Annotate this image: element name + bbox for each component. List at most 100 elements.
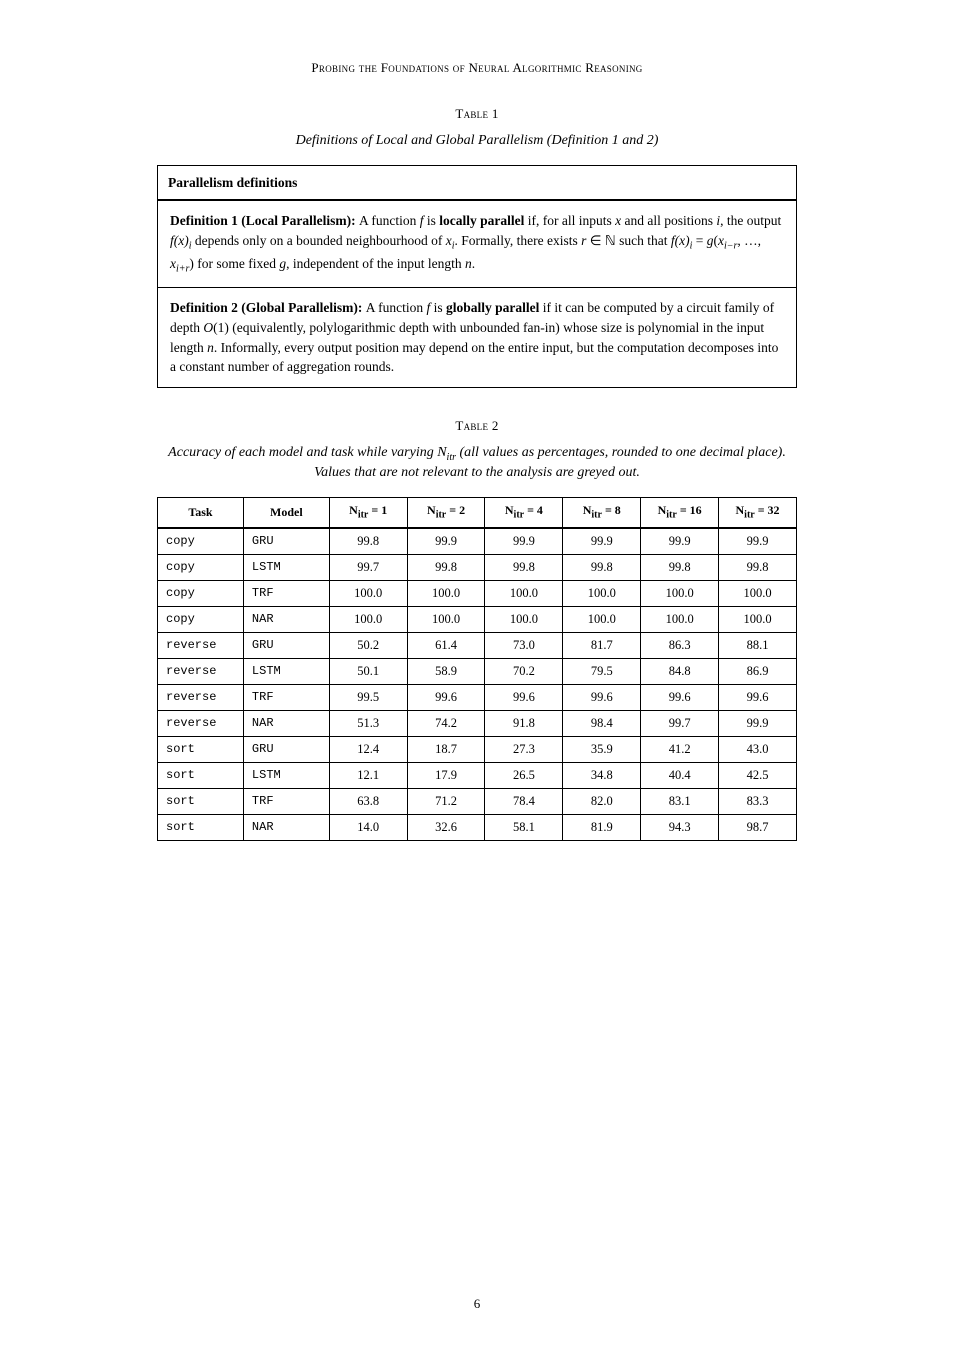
value-cell: 86.9 (719, 658, 797, 684)
value-cell: 58.9 (407, 658, 485, 684)
table-header-row: TaskModelNitr = 1Nitr = 2Nitr = 4Nitr = … (158, 497, 797, 527)
value-cell: 99.8 (719, 554, 797, 580)
model-cell: TRF (243, 580, 329, 606)
value-cell: 99.8 (563, 554, 641, 580)
value-cell: 98.7 (719, 814, 797, 840)
value-cell: 99.9 (719, 710, 797, 736)
table-row: copyTRF100.0100.0100.0100.0100.0100.0 (158, 580, 797, 606)
value-cell: 100.0 (407, 580, 485, 606)
value-cell: 32.6 (407, 814, 485, 840)
table-column-header: Nitr = 4 (485, 497, 563, 527)
table1-heading: Table 1 (80, 106, 874, 122)
value-cell: 40.4 (641, 762, 719, 788)
model-cell: GRU (243, 528, 329, 555)
value-cell: 100.0 (719, 606, 797, 632)
page: Probing the Foundations of Neural Algori… (0, 0, 954, 1348)
value-cell: 88.1 (719, 632, 797, 658)
value-cell: 98.4 (563, 710, 641, 736)
table-column-header: Nitr = 8 (563, 497, 641, 527)
task-cell: copy (158, 554, 244, 580)
value-cell: 99.8 (407, 554, 485, 580)
table2-caption: Accuracy of each model and task while va… (157, 444, 797, 483)
value-cell: 100.0 (563, 580, 641, 606)
value-cell: 81.7 (563, 632, 641, 658)
value-cell: 99.6 (719, 684, 797, 710)
table-row: copyLSTM99.799.899.899.899.899.8 (158, 554, 797, 580)
model-cell: LSTM (243, 554, 329, 580)
value-cell: 17.9 (407, 762, 485, 788)
definition-section: Definition 2 (Global Parallelism): A fun… (158, 287, 796, 386)
value-cell: 61.4 (407, 632, 485, 658)
model-cell: GRU (243, 736, 329, 762)
value-cell: 100.0 (407, 606, 485, 632)
task-cell: sort (158, 762, 244, 788)
value-cell: 74.2 (407, 710, 485, 736)
table-row: reverseGRU50.261.473.081.786.388.1 (158, 632, 797, 658)
table-column-header: Nitr = 1 (329, 497, 407, 527)
value-cell: 99.9 (407, 528, 485, 555)
table-column-header: Task (158, 497, 244, 527)
value-cell: 99.5 (329, 684, 407, 710)
value-cell: 12.4 (329, 736, 407, 762)
value-cell: 100.0 (641, 580, 719, 606)
value-cell: 91.8 (485, 710, 563, 736)
value-cell: 100.0 (329, 580, 407, 606)
task-cell: reverse (158, 710, 244, 736)
value-cell: 100.0 (485, 580, 563, 606)
model-cell: LSTM (243, 762, 329, 788)
table-column-header: Nitr = 32 (719, 497, 797, 527)
value-cell: 99.7 (641, 710, 719, 736)
value-cell: 50.1 (329, 658, 407, 684)
value-cell: 99.9 (485, 528, 563, 555)
value-cell: 84.8 (641, 658, 719, 684)
table-row: reverseTRF99.599.699.699.699.699.6 (158, 684, 797, 710)
running-header: Probing the Foundations of Neural Algori… (80, 60, 874, 76)
value-cell: 14.0 (329, 814, 407, 840)
value-cell: 100.0 (563, 606, 641, 632)
value-cell: 100.0 (485, 606, 563, 632)
value-cell: 99.8 (485, 554, 563, 580)
table-row: copyGRU99.899.999.999.999.999.9 (158, 528, 797, 555)
value-cell: 99.6 (563, 684, 641, 710)
value-cell: 41.2 (641, 736, 719, 762)
value-cell: 99.9 (563, 528, 641, 555)
value-cell: 94.3 (641, 814, 719, 840)
value-cell: 99.8 (329, 528, 407, 555)
table-row: sortGRU12.418.727.335.941.243.0 (158, 736, 797, 762)
model-cell: LSTM (243, 658, 329, 684)
accuracy-table: TaskModelNitr = 1Nitr = 2Nitr = 4Nitr = … (157, 497, 797, 841)
value-cell: 100.0 (329, 606, 407, 632)
value-cell: 99.8 (641, 554, 719, 580)
table-row: reverseNAR51.374.291.898.499.799.9 (158, 710, 797, 736)
value-cell: 71.2 (407, 788, 485, 814)
table-row: sortLSTM12.117.926.534.840.442.5 (158, 762, 797, 788)
task-cell: sort (158, 788, 244, 814)
value-cell: 43.0 (719, 736, 797, 762)
definition-box: Parallelism definitions Definition 1 (Lo… (157, 165, 797, 388)
value-cell: 83.3 (719, 788, 797, 814)
table1-caption: Definitions of Local and Global Parallel… (157, 132, 797, 151)
table-column-header: Model (243, 497, 329, 527)
table-column-header: Nitr = 16 (641, 497, 719, 527)
value-cell: 79.5 (563, 658, 641, 684)
value-cell: 82.0 (563, 788, 641, 814)
table-row: reverseLSTM50.158.970.279.584.886.9 (158, 658, 797, 684)
value-cell: 26.5 (485, 762, 563, 788)
task-cell: copy (158, 606, 244, 632)
value-cell: 73.0 (485, 632, 563, 658)
task-cell: reverse (158, 684, 244, 710)
model-cell: GRU (243, 632, 329, 658)
model-cell: TRF (243, 788, 329, 814)
value-cell: 35.9 (563, 736, 641, 762)
value-cell: 99.9 (641, 528, 719, 555)
value-cell: 100.0 (719, 580, 797, 606)
value-cell: 86.3 (641, 632, 719, 658)
value-cell: 83.1 (641, 788, 719, 814)
definition-label: Definition 1 (Local Parallelism): (170, 213, 359, 228)
table-row: sortNAR14.032.658.181.994.398.7 (158, 814, 797, 840)
value-cell: 81.9 (563, 814, 641, 840)
value-cell: 63.8 (329, 788, 407, 814)
value-cell: 27.3 (485, 736, 563, 762)
definition-box-title: Parallelism definitions (158, 166, 796, 202)
task-cell: copy (158, 528, 244, 555)
